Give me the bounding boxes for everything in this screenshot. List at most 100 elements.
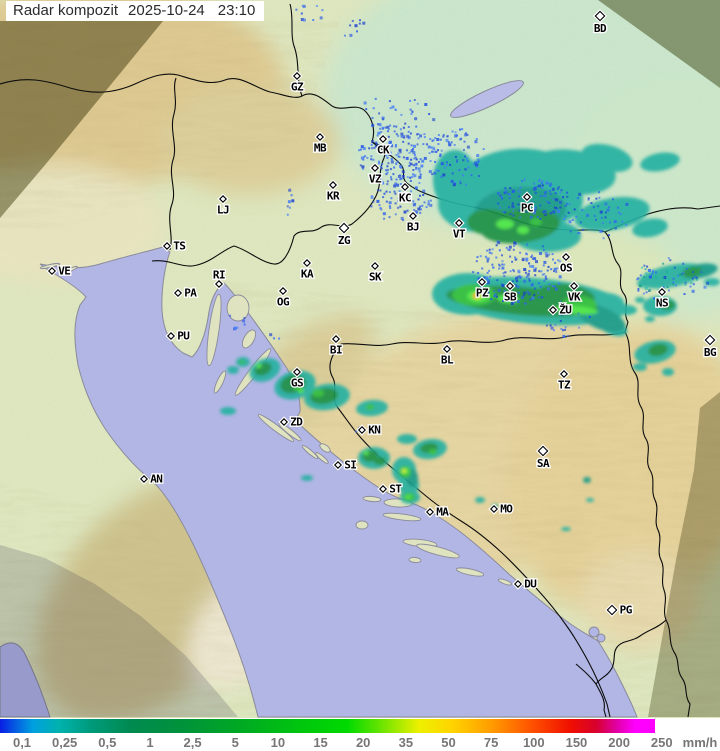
legend-tick-labels: mm/h 0,1 0,25 0,5 1 2,5 5 10 15 20 35 50 75 100 150 20… xyxy=(0,734,720,751)
echo-speckle xyxy=(401,177,404,180)
legend-unit: mm/h xyxy=(682,735,718,750)
echo-speckle xyxy=(370,196,374,199)
echo-speckle xyxy=(362,21,366,25)
echo-speckle xyxy=(362,167,364,170)
echo-speckle xyxy=(625,202,629,206)
city-diamond-icon xyxy=(425,507,435,517)
echo-speckle xyxy=(432,139,435,142)
echo-speckle xyxy=(428,170,432,174)
city-diamond-icon xyxy=(162,241,172,251)
echo-speckle xyxy=(415,212,418,215)
echo-speckle xyxy=(562,196,565,199)
echo-speckle xyxy=(541,296,544,299)
echo-speckle xyxy=(430,199,432,202)
echo-speckle xyxy=(483,276,486,279)
echo-speckle xyxy=(390,144,394,148)
echo-speckle xyxy=(555,198,559,202)
echo-speckle xyxy=(419,158,422,161)
echo-speckle xyxy=(388,100,391,103)
echo-speckle xyxy=(300,12,303,15)
echo-speckle xyxy=(495,256,498,259)
echo-speckle xyxy=(410,190,412,193)
echo-speckle xyxy=(437,169,440,172)
echo-speckle xyxy=(302,4,306,8)
echo-speckle xyxy=(509,187,512,190)
echo-blob xyxy=(586,498,594,502)
echo-speckle xyxy=(651,273,654,276)
echo-speckle xyxy=(370,205,373,208)
echo-speckle xyxy=(429,138,432,140)
city-label-MA: MA xyxy=(436,506,449,519)
echo-speckle xyxy=(394,213,397,216)
echo-speckle xyxy=(435,150,438,153)
echo-blob xyxy=(220,407,236,415)
echo-speckle xyxy=(695,276,698,279)
city-VE: VE xyxy=(46,263,72,279)
echo-speckle xyxy=(501,263,504,266)
echo-speckle xyxy=(539,252,542,255)
city-label-KC: KC xyxy=(399,192,411,205)
city-label-KA: KA xyxy=(301,268,314,281)
echo-speckle xyxy=(637,289,640,292)
echo-speckle xyxy=(505,298,509,302)
legend-tick-35: 35 xyxy=(398,735,414,750)
echo-speckle xyxy=(445,138,449,142)
echo-speckle xyxy=(288,206,291,209)
city-label-BG: BG xyxy=(704,346,717,359)
echo-speckle xyxy=(529,215,533,219)
echo-speckle xyxy=(394,182,398,186)
legend-tick-0,25: 0,25 xyxy=(51,735,78,750)
echo-blob xyxy=(662,368,674,376)
echo-speckle xyxy=(365,108,368,111)
titlebar: Radar kompozit 2025-10-24 23:10 xyxy=(6,1,264,21)
echo-speckle xyxy=(706,281,710,285)
echo-speckle xyxy=(515,276,519,280)
legend-tick-15: 15 xyxy=(313,735,328,750)
echo-speckle xyxy=(511,189,515,193)
echo-speckle xyxy=(595,197,598,200)
echo-speckle xyxy=(399,128,402,131)
echo-speckle xyxy=(496,279,499,282)
echo-speckle xyxy=(358,22,361,25)
echo-speckle xyxy=(390,159,393,162)
echo-blob xyxy=(594,292,624,308)
echo-speckle xyxy=(397,175,401,178)
echo-speckle xyxy=(417,167,421,171)
echo-speckle xyxy=(497,241,501,245)
echo-speckle xyxy=(379,177,382,180)
echo-speckle xyxy=(374,97,377,100)
echo-speckle xyxy=(419,211,422,214)
echo-speckle xyxy=(514,292,516,295)
echo-speckle xyxy=(544,192,547,195)
city-diamond-icon xyxy=(505,281,515,291)
echo-speckle xyxy=(450,141,453,144)
city-diamond-icon xyxy=(338,222,350,234)
echo-speckle xyxy=(412,173,415,176)
echo-speckle xyxy=(376,134,379,137)
echo-speckle xyxy=(641,266,643,269)
echo-speckle xyxy=(475,260,478,263)
echo-speckle xyxy=(273,337,275,340)
echo-speckle xyxy=(400,132,404,136)
echo-speckle xyxy=(448,143,452,147)
echo-speckle xyxy=(456,134,458,137)
echo-speckle xyxy=(419,194,421,197)
echo-speckle xyxy=(407,197,410,200)
echo-speckle xyxy=(505,291,508,294)
echo-speckle xyxy=(552,198,555,201)
echo-speckle xyxy=(666,276,670,280)
echo-blob xyxy=(227,366,239,374)
echo-speckle xyxy=(402,197,405,200)
echo-speckle xyxy=(432,150,435,153)
echo-speckle xyxy=(399,183,402,186)
echo-speckle xyxy=(564,215,567,218)
echo-speckle xyxy=(614,227,617,230)
echo-speckle xyxy=(501,260,504,263)
echo-speckle xyxy=(512,269,515,271)
city-BI: BI xyxy=(329,333,344,358)
echo-speckle xyxy=(379,189,382,192)
echo-speckle xyxy=(236,326,239,329)
city-TZ: TZ xyxy=(557,368,573,393)
echo-speckle xyxy=(389,124,392,127)
echo-speckle xyxy=(512,210,515,213)
